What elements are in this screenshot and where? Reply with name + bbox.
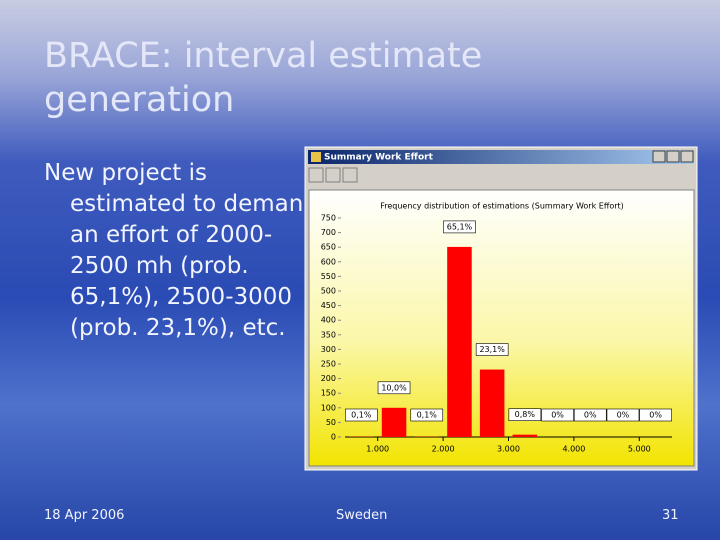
y-tick-label: 450: [321, 301, 336, 310]
bar: [512, 434, 538, 437]
annotation: 65,1%: [447, 222, 473, 231]
minimize-button[interactable]: [652, 150, 666, 163]
bar: [479, 369, 505, 437]
annotation: 10,0%: [381, 383, 407, 392]
bar: [381, 407, 407, 437]
annotation: 23,1%: [479, 345, 505, 354]
annotation: 0%: [649, 411, 662, 420]
annotation-box: [606, 408, 640, 422]
window-icon: [311, 152, 321, 162]
y-tick-label: 100: [321, 403, 336, 412]
y-tick-label: 700: [321, 228, 336, 237]
bar: [447, 246, 472, 437]
y-tick-label: 550: [321, 272, 336, 281]
chart-title: Frequency distribution of estimations (S…: [380, 202, 624, 211]
x-tick-label: 4.000: [562, 445, 585, 454]
close-button[interactable]: [680, 150, 694, 163]
title-bar: [308, 150, 694, 164]
annotation-box: [508, 408, 542, 421]
annotation: 0,1%: [417, 411, 438, 420]
y-tick-label: 300: [321, 345, 336, 354]
toolbar-button[interactable]: [325, 167, 341, 183]
annotation-box: [410, 408, 444, 422]
annotation-box: [443, 220, 476, 234]
y-tick-label: 600: [321, 257, 336, 266]
annotation: 0,1%: [351, 411, 372, 420]
slide-title: BRACE: interval estimate generation: [44, 36, 483, 120]
slide-body: New project is estimated to demand an ef…: [44, 160, 318, 341]
x-tick-label: 1.000: [366, 445, 389, 454]
window-title: Summary Work Effort: [324, 153, 434, 163]
y-tick-label: 650: [321, 243, 336, 252]
annotation-box: [639, 408, 672, 422]
annotation: 0%: [551, 411, 564, 420]
annotation: 0,8%: [515, 410, 536, 419]
x-tick-label: 3.000: [497, 445, 520, 454]
annotation-box: [345, 408, 378, 422]
maximize-button[interactable]: [666, 150, 680, 163]
y-tick-label: 200: [321, 374, 336, 383]
y-tick-label: 50: [326, 418, 336, 427]
y-tick-label: 400: [321, 316, 336, 325]
toolbar-button[interactable]: [342, 167, 358, 183]
y-tick-label: 150: [321, 389, 336, 398]
footer-date: 18 Apr 2006: [44, 508, 125, 523]
y-tick-label: 350: [321, 330, 336, 339]
annotation: 0%: [584, 411, 597, 420]
annotation-box: [475, 343, 509, 356]
y-tick-label: 500: [321, 287, 336, 296]
x-tick-label: 5.000: [628, 445, 651, 454]
x-tick-label: 2.000: [432, 445, 455, 454]
y-tick-label: 250: [321, 360, 336, 369]
y-tick-label: 0: [331, 433, 336, 442]
footer-center: Sweden: [336, 508, 388, 523]
annotation-box: [541, 408, 574, 422]
annotation: 0%: [617, 411, 630, 420]
page-number: 31: [662, 508, 679, 523]
toolbar-button[interactable]: [308, 167, 324, 183]
y-tick-label: 750: [321, 214, 336, 223]
annotation-box: [573, 408, 607, 422]
annotation-box: [377, 381, 411, 395]
